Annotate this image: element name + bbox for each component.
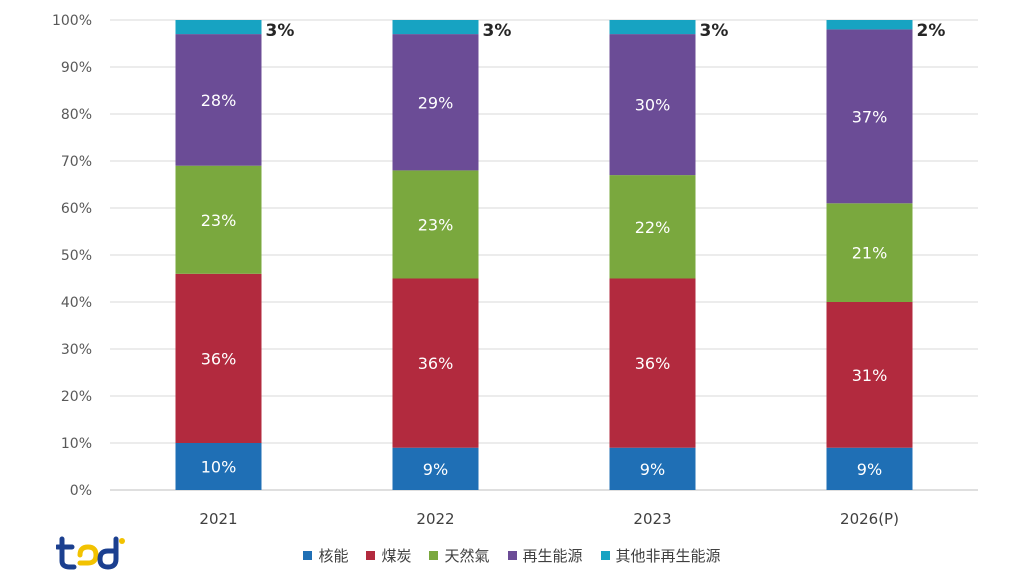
legend-item-coal[interactable]: 煤炭 — [366, 545, 411, 566]
bar-segment — [392, 170, 479, 279]
bar-segment — [392, 20, 479, 35]
legend-label-coal: 煤炭 — [381, 546, 412, 565]
legend-swatch-nuclear — [303, 550, 313, 560]
chart-svg: 0% 10% 20% 30% 40% 50% 60% 70% 80% 90% 100% 10% 36% 2… — [52, 13, 978, 528]
bar-segment — [609, 278, 696, 448]
bar-segment — [826, 29, 913, 204]
y-tick-label: 100% — [52, 13, 92, 29]
legend-label-other: 其他非再生能源 — [615, 546, 721, 565]
x-tick-label: 2021 — [199, 510, 237, 528]
bar-segment — [175, 20, 262, 35]
bar-segment — [826, 302, 913, 448]
data-label: 9% — [423, 460, 448, 479]
data-label: 21% — [852, 244, 888, 263]
y-tick-label: 20% — [61, 389, 92, 405]
company-logo — [56, 536, 125, 570]
legend-item-nuclear[interactable]: 核能 — [303, 545, 348, 566]
data-label: 22% — [635, 218, 671, 237]
data-label: 3% — [483, 21, 512, 41]
bar-segment — [609, 175, 696, 279]
legend-label-gas: 天然氣 — [444, 546, 490, 565]
data-label: 3% — [700, 21, 729, 41]
legend-label-renewable: 再生能源 — [522, 546, 583, 565]
legend-label-nuclear: 核能 — [318, 546, 349, 565]
bar-segment — [826, 20, 913, 30]
x-tick-label: 2026(P) — [840, 510, 899, 528]
legend-item-renewable[interactable]: 再生能源 — [507, 545, 583, 566]
data-label: 9% — [640, 460, 665, 479]
bar-segment — [609, 447, 696, 490]
data-label: 36% — [635, 354, 671, 373]
bar-segment — [609, 20, 696, 35]
y-tick-label: 50% — [61, 248, 92, 264]
legend-swatch-other — [600, 550, 610, 560]
data-label: 36% — [418, 354, 454, 373]
data-label: 23% — [201, 211, 237, 230]
bar-segment — [392, 34, 479, 171]
bar-segment — [175, 273, 262, 443]
y-tick-label: 70% — [61, 154, 92, 170]
y-tick-label: 30% — [61, 342, 92, 358]
legend-swatch-gas — [429, 550, 439, 560]
y-tick-label: 60% — [61, 201, 92, 217]
legend-item-other[interactable]: 其他非再生能源 — [600, 545, 721, 566]
data-label: 3% — [266, 21, 295, 41]
legend-item-gas[interactable]: 天然氣 — [429, 545, 490, 566]
bar-segment — [175, 34, 262, 166]
y-tick-label: 0% — [70, 483, 92, 499]
bar-segment — [609, 34, 696, 176]
legend: 核能 煤炭 天然氣 再生能源 其他非再生能源 — [0, 541, 1024, 569]
x-tick-label: 2022 — [416, 510, 454, 528]
data-label: 23% — [418, 215, 454, 234]
bar-segment — [175, 165, 262, 274]
data-label: 9% — [857, 460, 882, 479]
y-tick-label: 90% — [61, 60, 92, 76]
y-tick-label: 40% — [61, 295, 92, 311]
data-label: 37% — [852, 107, 888, 126]
data-label: 28% — [201, 91, 237, 110]
data-label: 31% — [852, 366, 888, 385]
legend-swatch-renewable — [507, 550, 517, 560]
data-label: 30% — [635, 96, 671, 115]
x-tick-label: 2023 — [633, 510, 671, 528]
y-tick-label: 80% — [61, 107, 92, 123]
bar-segment — [826, 447, 913, 490]
data-label: 36% — [201, 349, 237, 368]
y-tick-label: 10% — [61, 436, 92, 452]
data-label: 29% — [418, 93, 454, 112]
data-label: 10% — [201, 458, 237, 477]
bar-segment — [392, 278, 479, 448]
bar-segment — [175, 443, 262, 490]
legend-swatch-coal — [366, 550, 376, 560]
bar-segment — [826, 203, 913, 302]
bar-segment — [392, 447, 479, 490]
data-label: 2% — [917, 21, 946, 41]
